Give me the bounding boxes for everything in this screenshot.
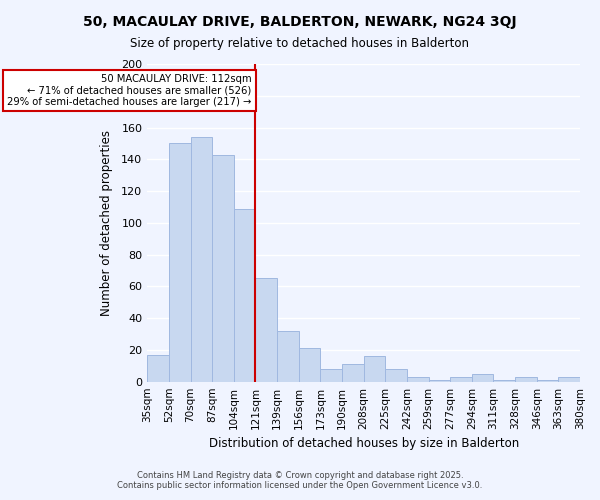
Bar	[277, 331, 299, 382]
Bar	[342, 364, 364, 382]
Bar	[472, 374, 493, 382]
Bar	[256, 278, 277, 382]
Bar	[364, 356, 385, 382]
Y-axis label: Number of detached properties: Number of detached properties	[100, 130, 113, 316]
Bar	[320, 369, 342, 382]
Bar	[212, 154, 234, 382]
Text: 50 MACAULAY DRIVE: 112sqm
← 71% of detached houses are smaller (526)
29% of semi: 50 MACAULAY DRIVE: 112sqm ← 71% of detac…	[7, 74, 251, 106]
Bar	[515, 377, 537, 382]
X-axis label: Distribution of detached houses by size in Balderton: Distribution of detached houses by size …	[209, 437, 519, 450]
Bar	[559, 377, 580, 382]
Bar	[493, 380, 515, 382]
Bar	[537, 380, 559, 382]
Text: 50, MACAULAY DRIVE, BALDERTON, NEWARK, NG24 3QJ: 50, MACAULAY DRIVE, BALDERTON, NEWARK, N…	[83, 15, 517, 29]
Bar	[147, 354, 169, 382]
Text: Contains HM Land Registry data © Crown copyright and database right 2025.
Contai: Contains HM Land Registry data © Crown c…	[118, 470, 482, 490]
Bar	[191, 137, 212, 382]
Bar	[234, 208, 256, 382]
Bar	[299, 348, 320, 382]
Bar	[169, 144, 191, 382]
Bar	[385, 369, 407, 382]
Bar	[407, 377, 428, 382]
Bar	[428, 380, 450, 382]
Text: Size of property relative to detached houses in Balderton: Size of property relative to detached ho…	[131, 38, 470, 51]
Bar	[450, 377, 472, 382]
